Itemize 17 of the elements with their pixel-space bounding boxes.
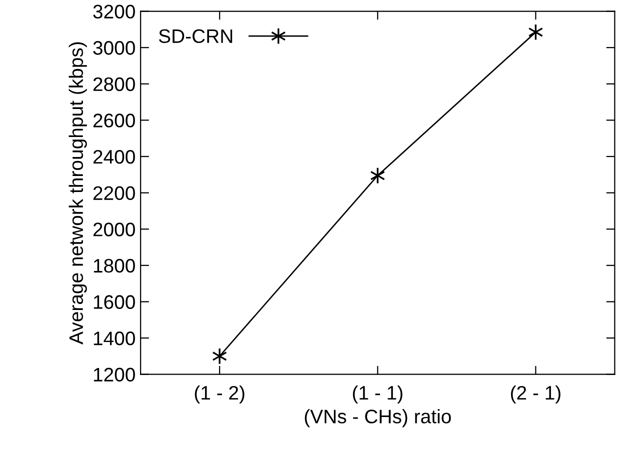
y-tick-label: 1200 xyxy=(94,368,135,382)
y-tick-label: 2800 xyxy=(93,77,135,92)
y-tick-label: 2600 xyxy=(93,114,135,128)
legend-label: SD-CRN xyxy=(158,29,232,44)
x-tick-label: (1 - 2) xyxy=(194,385,244,404)
y-tick-label: 3000 xyxy=(93,41,135,55)
y-tick-label: 2200 xyxy=(93,186,135,200)
y-tick-label: 2000 xyxy=(93,222,135,236)
x-tick-label: (1 - 1) xyxy=(352,385,402,404)
x-tick-label: (2 - 1) xyxy=(510,385,560,404)
y-tick-label: 1800 xyxy=(94,258,135,273)
y-axis-title: Average network throughput (kbps) xyxy=(68,42,87,344)
y-tick-label: 3200 xyxy=(93,4,135,19)
y-tick-label: 1600 xyxy=(94,295,135,309)
x-axis-title: (VNs - CHs) ratio xyxy=(304,409,451,428)
y-tick-label: 2400 xyxy=(93,150,135,164)
y-tick-label: 1400 xyxy=(94,331,135,346)
